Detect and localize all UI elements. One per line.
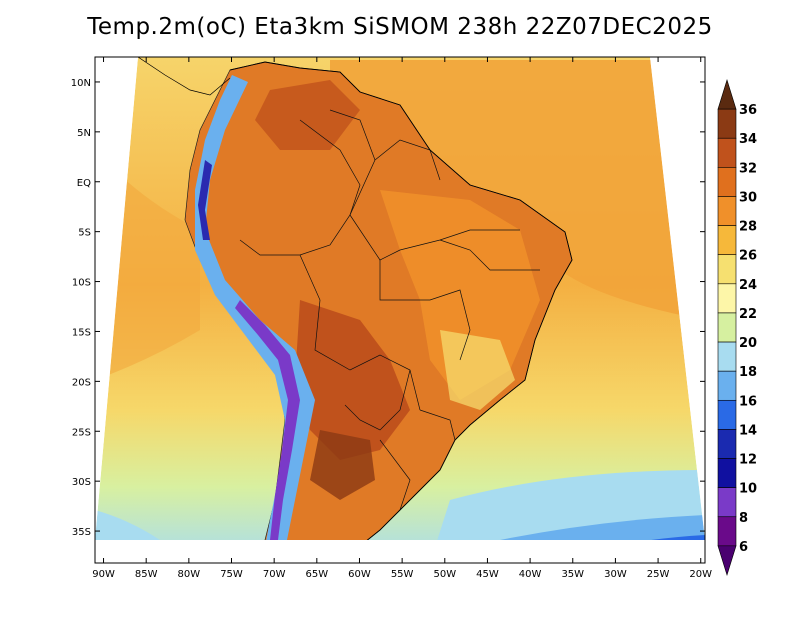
colorbar-segment xyxy=(717,167,737,197)
andes-north-cold xyxy=(198,160,212,240)
central-america xyxy=(137,57,231,96)
hottest-pampas xyxy=(310,430,375,500)
colorbar-label: 28 xyxy=(739,220,757,235)
colorbar-label: 22 xyxy=(739,307,757,322)
hot-north-region xyxy=(255,80,360,150)
colorbar-label: 16 xyxy=(739,394,757,409)
lon-tick-label: 85W xyxy=(135,569,158,580)
colorbar-segment xyxy=(717,225,737,256)
colorbar-segment xyxy=(717,516,737,547)
colorbar-segment xyxy=(717,399,737,430)
country-borders xyxy=(239,109,540,511)
lon-tick-label: 90W xyxy=(92,569,115,580)
colorbar-segment xyxy=(717,254,737,285)
andes-coldest-peaks xyxy=(235,300,300,540)
cold-south-atlantic xyxy=(480,515,705,540)
projection-mask-left xyxy=(95,57,138,540)
colorbar-segment xyxy=(717,429,737,459)
colorbar-label: 30 xyxy=(739,190,757,205)
colorbar-segment xyxy=(717,341,737,372)
lon-tick-label: 20W xyxy=(689,569,712,580)
colorbar-segment xyxy=(717,458,737,488)
colorbar-label: 36 xyxy=(739,103,757,118)
colorbar-upper-arrow xyxy=(717,78,737,110)
lon-tick-label: 60W xyxy=(348,569,371,580)
map-title: Temp.2m(oC) Eta3km SiSMOM 238h 22Z07DEC2… xyxy=(87,14,713,40)
coastline xyxy=(229,61,573,540)
lon-tick-label: 25W xyxy=(647,569,670,580)
cool-south-pacific xyxy=(95,510,160,540)
hot-chaco-region xyxy=(295,300,410,460)
colorbar-label: 18 xyxy=(739,365,757,380)
lon-tick-label: 65W xyxy=(306,569,329,580)
colorbar-segment xyxy=(717,108,737,139)
colorbar-segment xyxy=(717,487,737,518)
lat-tick-label: 25S xyxy=(72,427,91,438)
colorbar-label: 10 xyxy=(739,482,757,497)
lon-tick-label: 75W xyxy=(220,569,243,580)
lat-tick-label: 5N xyxy=(77,128,91,139)
colorbar-label: 32 xyxy=(739,161,757,176)
lat-tick-label: 5S xyxy=(78,228,91,239)
colorbar-segment xyxy=(717,283,737,314)
colorbar-label: 12 xyxy=(739,453,757,468)
lon-tick-label: 80W xyxy=(178,569,201,580)
colorbar-segment xyxy=(717,370,737,401)
lon-tick-label: 70W xyxy=(263,569,286,580)
lat-tick-label: 20S xyxy=(72,377,91,388)
projection-mask-right xyxy=(650,57,705,540)
temperature-field xyxy=(95,57,705,540)
colorbar-lower-arrow xyxy=(717,545,737,577)
lat-tick-label: 15S xyxy=(72,327,91,338)
lon-tick-label: 55W xyxy=(391,569,414,580)
colorbar: 36 34 32 30 28 26 24 22 20 18 16 14 12 10 8 6 xyxy=(717,78,757,577)
colorbar-label: 14 xyxy=(739,423,757,438)
southeast-highlands xyxy=(440,330,515,410)
colorbar-segment xyxy=(717,312,737,343)
colorbar-segment xyxy=(717,196,737,226)
colorbar-label: 24 xyxy=(739,278,757,293)
lat-tick-label: 10N xyxy=(71,78,91,89)
colorbar-label: 26 xyxy=(739,249,757,264)
warm-atlantic xyxy=(330,60,705,320)
lat-tick-label: EQ xyxy=(77,178,91,189)
lon-tick-label: 45W xyxy=(476,569,499,580)
colorbar-label: 8 xyxy=(739,511,748,526)
latitude-axis: 10N 5N EQ 5S 10S 15S 20S 25S 30S 35S xyxy=(71,78,705,538)
colorbar-segment xyxy=(717,137,737,168)
lon-tick-label: 40W xyxy=(519,569,542,580)
colorbar-label: 20 xyxy=(739,336,757,351)
map-border xyxy=(94,56,706,564)
lon-tick-label: 35W xyxy=(561,569,584,580)
colorbar-label: 34 xyxy=(739,132,757,147)
lat-tick-label: 10S xyxy=(72,278,91,289)
lat-tick-label: 30S xyxy=(72,477,91,488)
longitude-axis: 90W 85W 80W 75W 70W 65W 60W 55W 50W 45W 40W 35W 30W 2… xyxy=(92,57,712,580)
colorbar-label: 6 xyxy=(739,540,748,555)
lon-tick-label: 50W xyxy=(433,569,456,580)
lon-tick-label: 30W xyxy=(604,569,627,580)
lat-tick-label: 35S xyxy=(72,527,91,538)
